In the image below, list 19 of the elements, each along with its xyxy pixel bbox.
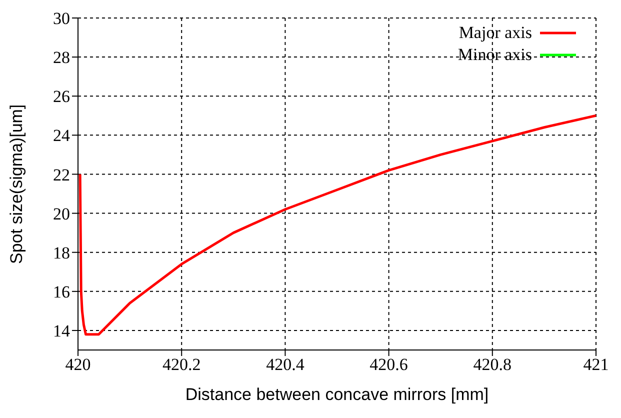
x-tick-label: 420.8 bbox=[473, 355, 512, 374]
x-tick-label: 420.4 bbox=[266, 355, 305, 374]
y-tick-label: 22 bbox=[53, 165, 70, 184]
y-tick-label: 20 bbox=[53, 204, 70, 224]
y-tick-label: 16 bbox=[53, 282, 70, 302]
y-axis-title: Spot size(sigma)[um] bbox=[7, 104, 26, 264]
x-tick-label: 420.6 bbox=[370, 355, 408, 374]
y-tick-label: 14 bbox=[53, 322, 70, 341]
y-tick-label: 24 bbox=[53, 126, 70, 146]
x-axis-title: Distance between concave mirrors [mm] bbox=[185, 385, 489, 404]
y-tick-label: 18 bbox=[53, 243, 70, 262]
legend-label: Major axis bbox=[458, 22, 532, 44]
x-tick-label: 421 bbox=[583, 355, 609, 374]
x-tick-label: 420.2 bbox=[162, 355, 201, 374]
y-tick-label: 26 bbox=[53, 87, 70, 106]
line-series bbox=[78, 114, 596, 336]
x-tick-label: 420 bbox=[65, 355, 91, 374]
y-tick-label: 30 bbox=[53, 9, 70, 28]
y-tick-label: 28 bbox=[53, 48, 70, 68]
